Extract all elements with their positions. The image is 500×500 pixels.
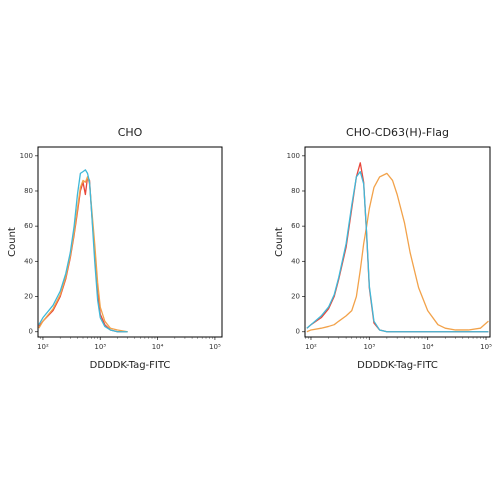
histogram-line	[306, 162, 489, 333]
y-tick-label: 60	[291, 222, 300, 230]
y-axis-label: Count	[274, 227, 285, 257]
y-tick-label: 100	[20, 152, 33, 160]
x-tick-label: 10⁵	[480, 343, 492, 351]
y-tick-label: 40	[291, 257, 300, 265]
x-axis-label: DDDDK-Tag-FITC	[90, 360, 171, 371]
histogram-line	[38, 176, 128, 333]
histogram-line	[38, 169, 128, 333]
histogram-line	[306, 170, 489, 333]
y-tick-label: 40	[24, 257, 33, 265]
x-tick-label: 10⁴	[422, 343, 434, 351]
x-tick-label: 10²	[305, 343, 317, 351]
histogram-line	[38, 176, 128, 333]
plot-frame	[304, 146, 491, 338]
y-tick-label: 20	[291, 293, 300, 301]
chart-title: CHO	[118, 126, 143, 139]
x-tick-label: 10³	[94, 343, 106, 351]
x-tick-label: 10⁴	[152, 343, 164, 351]
y-tick-label: 100	[287, 152, 300, 160]
y-tick-label: 0	[29, 328, 33, 336]
y-tick-label: 80	[291, 187, 300, 195]
x-tick-label: 10⁵	[209, 343, 221, 351]
x-tick-label: 10³	[363, 343, 375, 351]
x-axis-label: DDDDK-Tag-FITC	[357, 360, 438, 371]
histogram-line	[306, 172, 489, 333]
y-tick-label: 0	[296, 328, 300, 336]
y-tick-label: 20	[24, 293, 33, 301]
y-tick-label: 80	[24, 187, 33, 195]
plot-frame	[37, 146, 223, 338]
chart-title: CHO-CD63(H)-Flag	[346, 126, 449, 139]
y-tick-label: 60	[24, 222, 33, 230]
x-tick-label: 10²	[37, 343, 49, 351]
y-axis-label: Count	[7, 227, 18, 257]
